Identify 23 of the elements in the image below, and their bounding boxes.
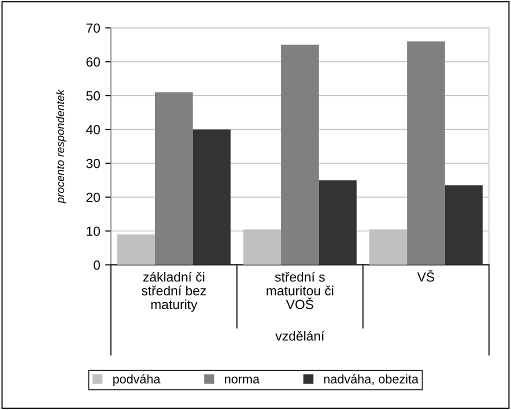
y-tick-label: 20 <box>86 192 100 202</box>
x-tick-label: základní či střední bez maturity <box>142 272 206 312</box>
x-tick-label: střední s maturitou či VOŠ <box>266 272 334 310</box>
y-axis-title: procento respondentek <box>56 89 66 204</box>
y-tick-label: 50 <box>86 91 100 100</box>
y-tick-label: 70 <box>86 23 100 33</box>
y-tick-label: 0 <box>94 260 100 270</box>
bar <box>318 180 357 265</box>
x-axis-title: vzdělání <box>275 330 324 341</box>
legend-label: nadváha, obezita <box>324 374 419 385</box>
y-tick-label: 40 <box>86 125 100 134</box>
bar <box>407 41 445 265</box>
y-tick-label: 30 <box>86 158 100 168</box>
legend-label: norma <box>224 376 260 384</box>
bar <box>281 44 319 265</box>
bar <box>192 129 231 265</box>
y-tick-label: 60 <box>86 57 100 67</box>
bar <box>444 185 483 265</box>
bar <box>117 234 156 265</box>
y-tick-label: 10 <box>86 226 100 236</box>
bar <box>155 92 193 265</box>
x-tick-label: VŠ <box>417 270 434 282</box>
legend-label: podváha <box>113 374 160 386</box>
